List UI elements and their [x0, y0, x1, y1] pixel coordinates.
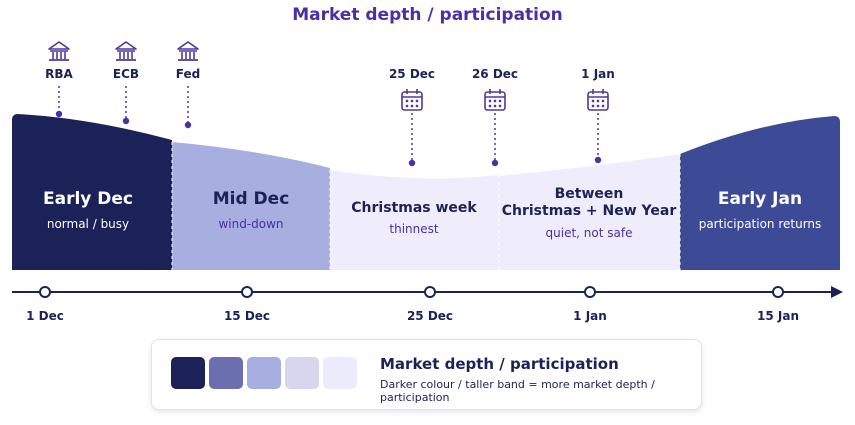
bank-icon: [177, 41, 199, 61]
event-marker-26-dec: [484, 89, 506, 167]
period-band-2: [172, 142, 330, 270]
bank-icon: [48, 41, 70, 61]
event-marker-fed: [177, 41, 199, 129]
event-marker-ecb: [115, 41, 137, 125]
timeline-label: 15 Dec: [224, 309, 270, 323]
timeline-tick: [772, 286, 784, 298]
legend-swatch-5: [323, 357, 357, 389]
event-dot: [184, 121, 192, 129]
event-label: 26 Dec: [472, 67, 518, 81]
period-name: Christmas week: [351, 200, 477, 216]
event-label: 1 Jan: [581, 67, 615, 81]
period-name-line: Between: [555, 186, 624, 202]
period-name: Mid Dec: [213, 189, 290, 209]
timeline-tick: [241, 286, 253, 298]
event-label: RBA: [45, 67, 73, 81]
event-label: 25 Dec: [389, 67, 435, 81]
event-dot: [491, 159, 499, 167]
period-band-5: [680, 116, 840, 270]
period-band-4: [499, 154, 680, 270]
timeline-tick: [39, 286, 51, 298]
event-dot: [408, 159, 416, 167]
event-label: ECB: [113, 67, 139, 81]
timeline-tick: [424, 286, 436, 298]
period-description: wind-down: [218, 217, 283, 231]
event-label: Fed: [176, 67, 200, 81]
legend-swatch-4: [285, 357, 319, 389]
event-marker-25-dec: [401, 89, 423, 167]
page-title: Market depth / participation: [292, 5, 563, 25]
event-dot: [594, 156, 602, 164]
timeline-tick: [584, 286, 596, 298]
event-dot: [122, 117, 130, 125]
calendar-icon: [484, 89, 506, 111]
period-description: normal / busy: [47, 217, 129, 231]
event-dot: [55, 110, 63, 118]
timeline-arrow: [831, 286, 843, 298]
legend-title: Market depth / participation: [380, 355, 619, 373]
period-description: quiet, not safe: [546, 226, 633, 240]
legend-swatch-2: [209, 357, 243, 389]
legend: Market depth / participation Darker colo…: [151, 339, 702, 410]
timeline-label: 1 Dec: [26, 309, 64, 323]
period-description: thinnest: [389, 222, 438, 236]
legend-subtitle: Darker colour / taller band = more marke…: [380, 378, 655, 404]
timeline-label: 1 Jan: [573, 309, 607, 323]
calendar-icon: [401, 89, 423, 111]
timeline-label: 15 Jan: [757, 309, 799, 323]
period-description: participation returns: [699, 217, 822, 231]
legend-swatch-3: [247, 357, 281, 389]
period-band-1: [12, 114, 172, 270]
bank-icon: [115, 41, 137, 61]
period-name: Early Jan: [718, 189, 802, 209]
event-marker-1-jan: [587, 89, 609, 164]
calendar-icon: [587, 89, 609, 111]
event-marker-rba: [48, 41, 70, 118]
period-name-line: Christmas + New Year: [502, 203, 677, 219]
period-name: Early Dec: [43, 189, 133, 209]
legend-swatch-1: [171, 357, 205, 389]
period-band-3: [330, 170, 499, 270]
timeline-label: 25 Dec: [407, 309, 453, 323]
